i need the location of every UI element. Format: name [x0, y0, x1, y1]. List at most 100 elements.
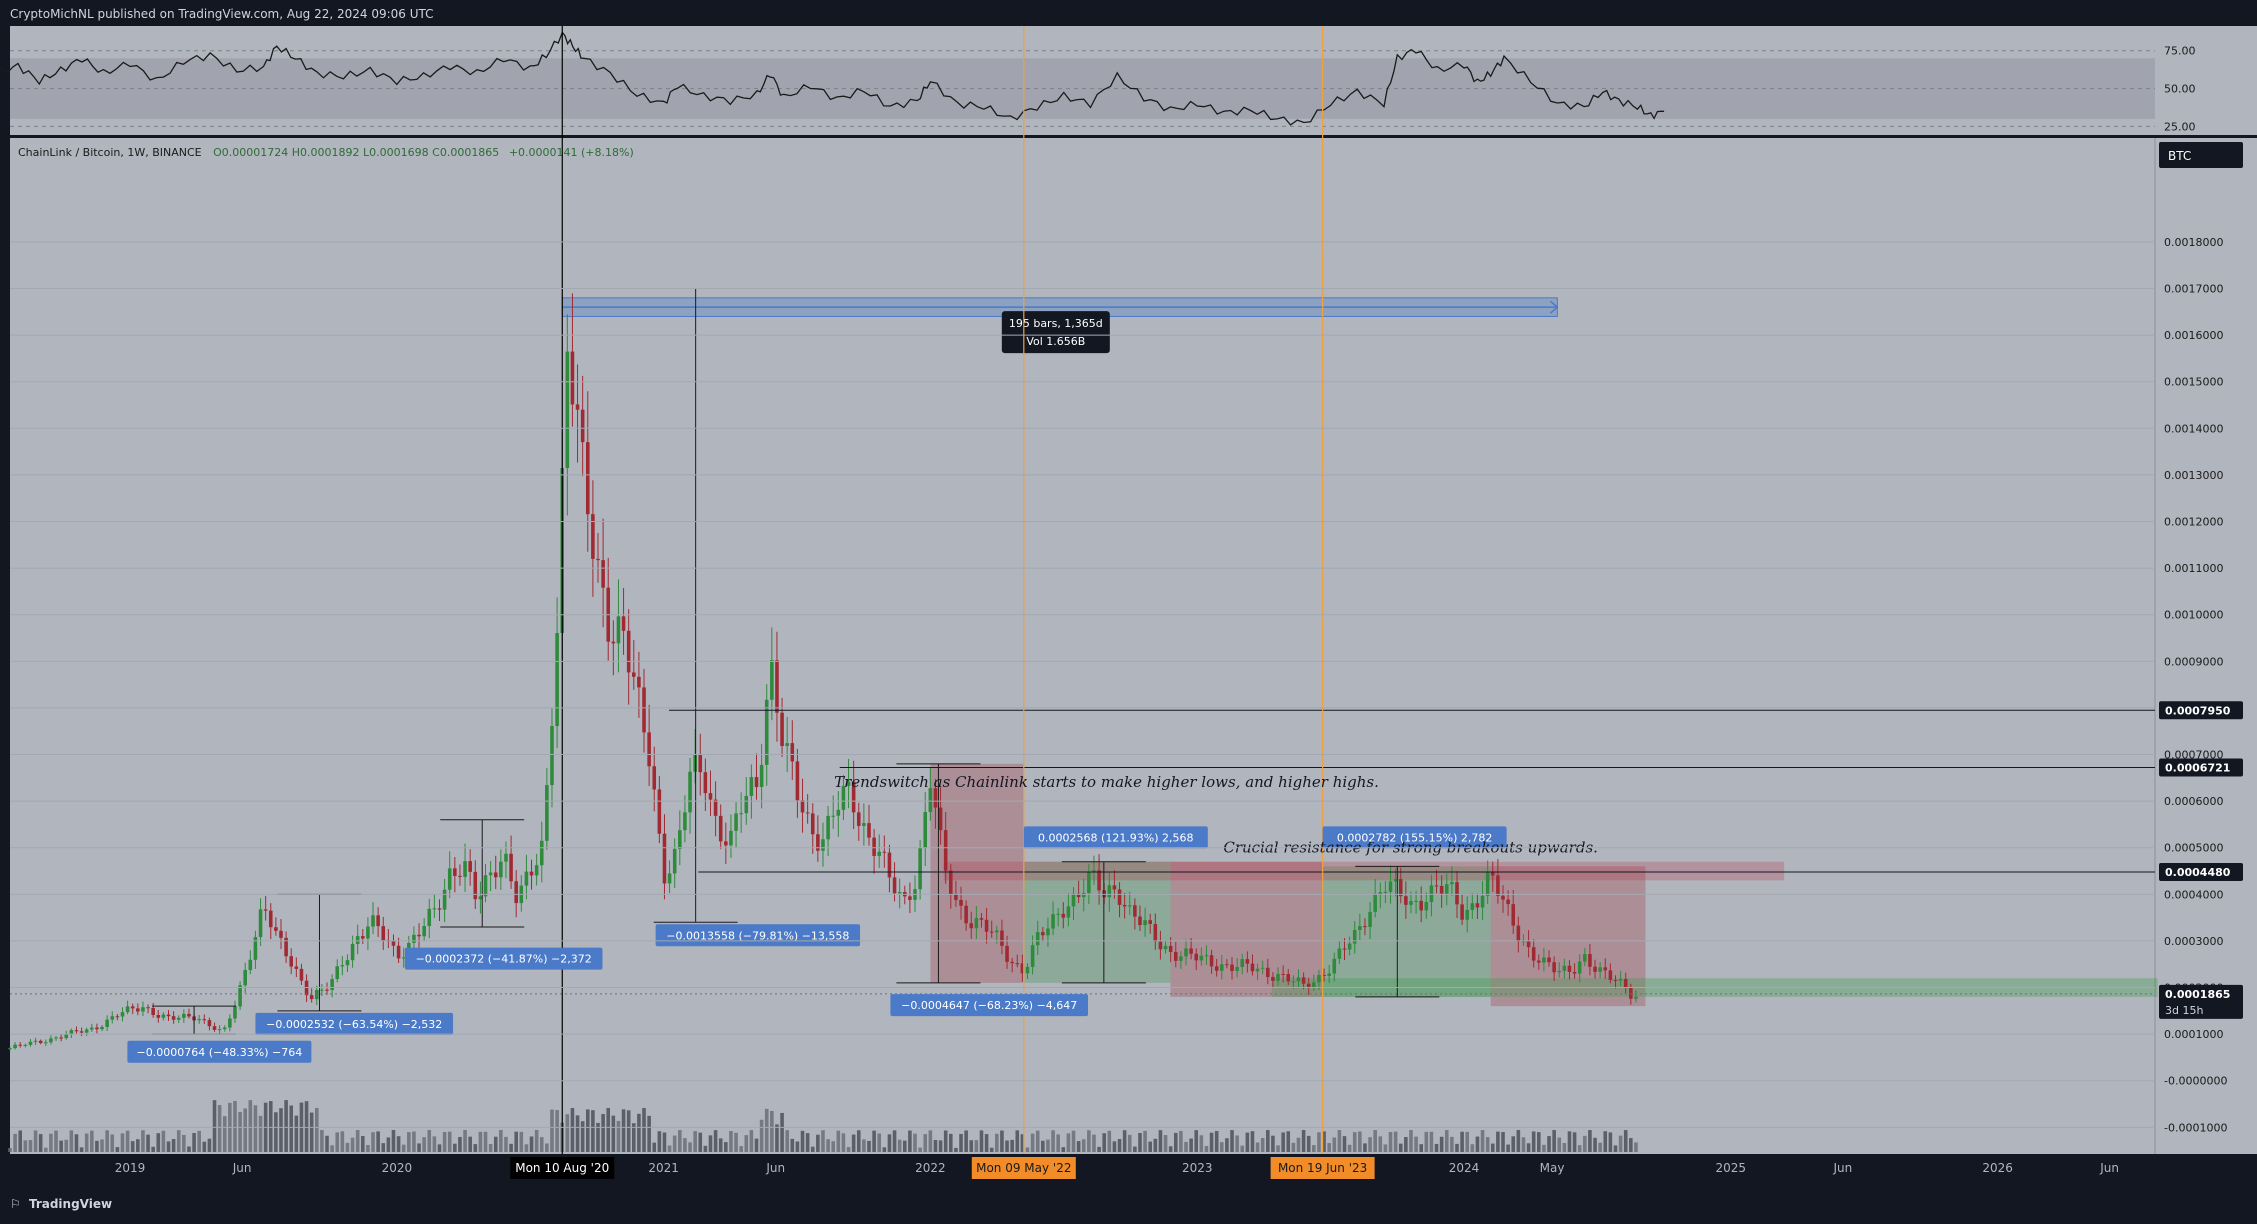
candle-bull	[764, 699, 769, 765]
candle-bull	[1240, 959, 1245, 968]
candle-bear	[856, 812, 861, 826]
candle-bull	[176, 1017, 181, 1020]
volume-bar	[662, 1132, 667, 1152]
candle-bear	[718, 815, 723, 842]
hline-price-badge	[2159, 701, 2243, 720]
hline-price-label: 0.0004480	[2165, 866, 2231, 879]
volume-bar	[539, 1137, 544, 1152]
volume-bar	[1496, 1131, 1500, 1152]
candle-bull	[1429, 885, 1434, 903]
candle-bear	[1434, 885, 1439, 887]
volume-bar	[729, 1130, 733, 1152]
candle-bear	[1020, 963, 1025, 974]
volume-bar	[156, 1133, 161, 1152]
volume-bar	[1526, 1143, 1531, 1152]
volume-bar	[1409, 1130, 1413, 1152]
candle-bull	[1255, 968, 1260, 972]
candle-bear	[790, 743, 795, 762]
volume-bar	[1634, 1142, 1638, 1152]
candle-bear	[1000, 930, 1004, 946]
candle-bull	[228, 1018, 232, 1028]
volume-bar	[846, 1147, 851, 1152]
candle-bear	[1076, 893, 1081, 898]
candle-bull	[524, 871, 529, 886]
candle-bull	[1030, 945, 1035, 967]
candle-bull	[1312, 982, 1316, 988]
candle-bull	[1557, 970, 1562, 973]
volume-bar	[1388, 1131, 1393, 1152]
candle-bull	[320, 989, 324, 991]
time-axis-label: May	[1540, 1161, 1565, 1175]
volume-bar	[1506, 1144, 1510, 1152]
candle-bear	[1439, 885, 1444, 894]
candle-bull	[238, 985, 242, 1007]
volume-bar	[1373, 1130, 1377, 1152]
change-value: +0.0000141 (+8.18%)	[509, 146, 634, 159]
price-tick-label: 0.0010000	[2164, 609, 2224, 622]
candle-bear	[468, 861, 472, 872]
volume-bar	[325, 1135, 329, 1152]
volume-bar	[534, 1130, 539, 1152]
candle-bull	[478, 896, 483, 900]
volume-bar	[8, 1148, 12, 1152]
candle-bull	[1025, 966, 1030, 974]
volume-bar	[1000, 1130, 1004, 1152]
volume-bar	[826, 1139, 830, 1152]
volume-bar	[979, 1130, 984, 1152]
volume-bar	[1097, 1146, 1101, 1152]
volume-bar	[974, 1140, 979, 1152]
candle-bear	[1588, 954, 1592, 967]
candle-bull	[488, 872, 493, 876]
volume-bar	[550, 1109, 554, 1152]
candle-bull	[678, 830, 682, 849]
volume-bar	[621, 1109, 626, 1152]
candle-bear	[1623, 978, 1628, 989]
volume-bar	[110, 1134, 115, 1152]
volume-bar	[320, 1130, 324, 1152]
candle-bull	[1291, 981, 1296, 983]
candle-bull	[1373, 893, 1377, 912]
volume-bar	[59, 1140, 63, 1152]
candle-bull	[355, 936, 360, 944]
candle-bull	[1444, 884, 1449, 894]
currency-badge[interactable]	[2159, 142, 2243, 168]
candle-bull	[1127, 905, 1132, 907]
volume-bar	[1419, 1144, 1423, 1152]
volume-bar	[54, 1130, 58, 1152]
hline-price-label: 0.0006721	[2165, 762, 2230, 775]
price-tick-label: 0.0003000	[2164, 935, 2224, 948]
candle-bear	[724, 841, 728, 846]
candle-bull	[110, 1016, 115, 1020]
candle-bear	[268, 910, 273, 928]
volume-bar	[642, 1108, 646, 1152]
candle-bull	[667, 873, 672, 884]
volume-bar	[151, 1146, 155, 1152]
volume-bar	[1460, 1131, 1464, 1152]
volume-bar	[887, 1134, 892, 1152]
date-marker-badge	[971, 1157, 1076, 1179]
volume-bar	[877, 1133, 882, 1152]
volume-layer	[8, 1100, 1638, 1152]
volume-bar	[1490, 1143, 1495, 1152]
last-price-badge	[2159, 984, 2243, 1019]
volume-bar	[1296, 1137, 1301, 1152]
candle-bull	[248, 959, 253, 970]
candle-bull	[1184, 948, 1188, 957]
candle-bull	[1347, 943, 1352, 950]
volume-bar	[407, 1132, 411, 1152]
candle-bull	[49, 1038, 53, 1043]
measure-tooltip-volume: Vol 1.656B	[1026, 335, 1085, 348]
time-axis-label: Jun	[765, 1161, 785, 1175]
price-tick-label: 0.0005000	[2164, 842, 2224, 855]
price-tick-label: 0.0004000	[2164, 888, 2224, 901]
volume-bar	[1071, 1130, 1076, 1152]
volume-bar	[1312, 1145, 1316, 1152]
volume-bar	[1368, 1137, 1372, 1152]
volume-bar	[182, 1134, 186, 1152]
rsi-tick-label: 25.00	[2164, 120, 2196, 133]
measure-label: −0.0002372 (−41.87%) −2,372	[416, 953, 592, 966]
date-range-arrowhead-icon	[1549, 300, 1559, 314]
volume-bar	[1020, 1134, 1025, 1152]
candle-bear	[274, 927, 278, 931]
price-tick-label: 0.0012000	[2164, 516, 2224, 529]
